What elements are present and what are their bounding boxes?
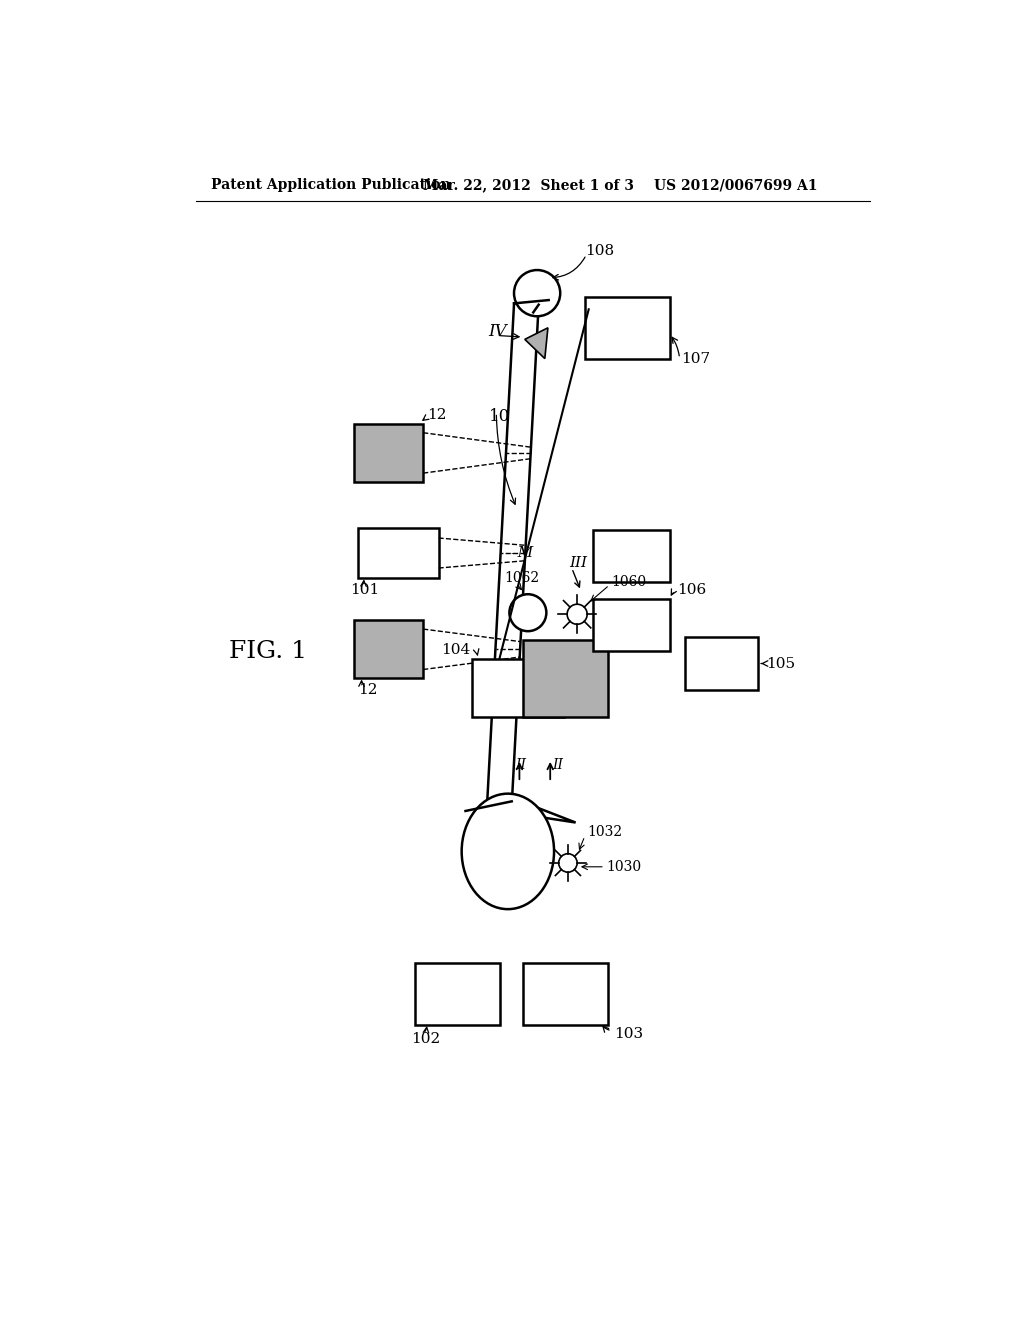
Text: 106: 106	[677, 582, 707, 597]
Bar	[685, 638, 758, 689]
Text: 105: 105	[766, 656, 795, 671]
Ellipse shape	[462, 793, 554, 909]
Text: 12: 12	[427, 408, 446, 422]
Text: 103: 103	[614, 1027, 643, 1041]
Text: Mar. 22, 2012  Sheet 1 of 3: Mar. 22, 2012 Sheet 1 of 3	[423, 178, 634, 193]
Text: US 2012/0067699 A1: US 2012/0067699 A1	[654, 178, 817, 193]
Text: 108: 108	[585, 244, 614, 257]
Text: 107: 107	[681, 351, 711, 366]
Text: II: II	[553, 758, 563, 772]
Text: –M: –M	[510, 546, 534, 560]
Circle shape	[514, 271, 560, 317]
Bar	[585, 297, 670, 359]
Bar	[354, 620, 423, 678]
Bar	[593, 529, 670, 582]
Bar	[416, 964, 500, 1024]
Polygon shape	[487, 304, 539, 805]
Text: 1060: 1060	[611, 576, 647, 589]
Bar	[523, 640, 608, 717]
Text: 10: 10	[488, 408, 510, 425]
Bar	[357, 528, 438, 578]
Polygon shape	[487, 804, 575, 822]
Text: 1032: 1032	[587, 825, 623, 840]
Bar	[472, 659, 564, 717]
Text: FIG. 1: FIG. 1	[229, 640, 307, 663]
Text: 104: 104	[441, 643, 470, 656]
Bar	[593, 599, 670, 651]
Text: II: II	[515, 758, 526, 772]
Circle shape	[509, 594, 547, 631]
Text: Patent Application Publication: Patent Application Publication	[211, 178, 451, 193]
Text: IV: IV	[488, 323, 507, 341]
Text: 1062: 1062	[505, 572, 540, 585]
Text: 1030: 1030	[606, 859, 642, 874]
Text: III: III	[569, 556, 588, 570]
Text: 12: 12	[357, 684, 377, 697]
Text: 102: 102	[412, 1031, 441, 1045]
Bar	[523, 964, 608, 1024]
Circle shape	[567, 605, 587, 624]
Polygon shape	[524, 327, 548, 359]
Circle shape	[559, 854, 578, 873]
Text: 101: 101	[350, 582, 379, 597]
Bar	[354, 424, 423, 482]
